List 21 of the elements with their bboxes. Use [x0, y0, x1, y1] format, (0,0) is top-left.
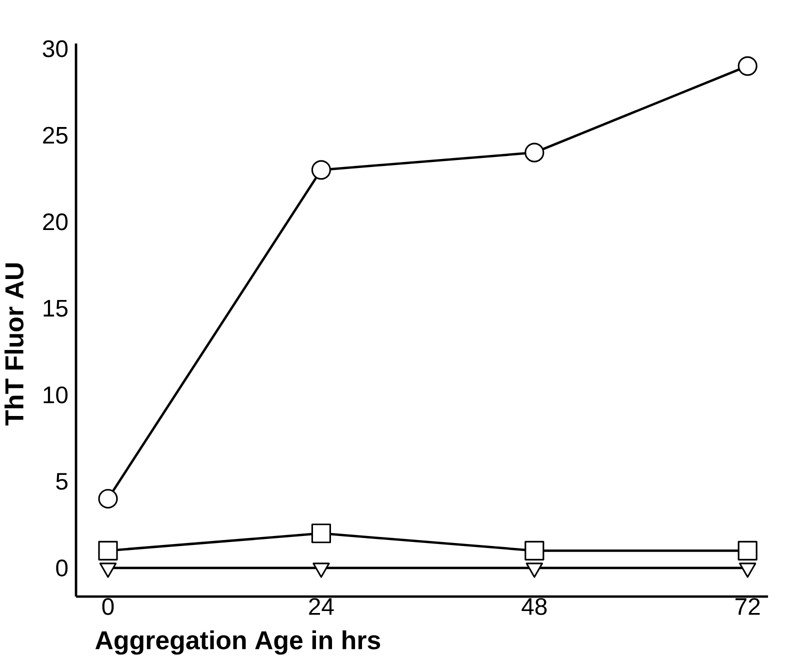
point — [738, 56, 758, 76]
x-tick-label: 24 — [309, 598, 334, 615]
x-tick-label: 48 — [522, 598, 547, 615]
x-tick-label: 72 — [736, 598, 760, 615]
y-tick-label: 0 — [56, 560, 68, 576]
point — [738, 540, 758, 560]
y-tick-label: 5 — [56, 473, 68, 490]
y-tick-label: 20 — [43, 213, 68, 230]
point — [98, 540, 118, 560]
point — [311, 524, 332, 544]
y-tick-label: 30 — [42, 40, 68, 58]
x-tick-label: 0 — [102, 598, 114, 615]
y-tick-label: 15 — [44, 300, 68, 317]
point — [311, 160, 332, 180]
point — [524, 142, 544, 162]
point — [98, 488, 118, 509]
y-tick-label: 10 — [44, 386, 68, 404]
y-tick-label: 25 — [43, 126, 68, 144]
y-axis-title: ThT Fluor AU — [4, 263, 24, 426]
point — [524, 540, 544, 560]
x-axis-title: Aggregation Age in hrs — [95, 630, 380, 655]
